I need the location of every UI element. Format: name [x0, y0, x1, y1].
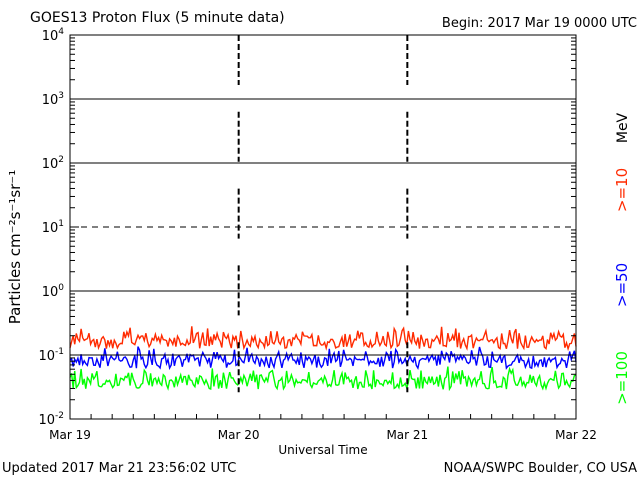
y-tick-label: 101	[42, 219, 64, 236]
y-axis-label: Particles cm⁻²s⁻¹sr⁻¹	[6, 170, 24, 324]
legend-entry: >=10	[613, 168, 631, 212]
x-tick-label: Mar 22	[555, 428, 597, 442]
x-tick-labels: Mar 19 Mar 20 Mar 21 Mar 22	[49, 428, 597, 442]
y-tick-label: 10-2	[38, 411, 64, 428]
y-tick-labels: 10-2 10-1 100 101 102 103 104	[38, 27, 64, 428]
x-axis-label: Universal Time	[278, 443, 367, 457]
updated-timestamp: Updated 2017 Mar 21 23:56:02 UTC	[2, 461, 237, 476]
series-layer	[69, 326, 577, 392]
begin-date: Begin: 2017 Mar 19 0000 UTC	[441, 16, 637, 31]
y-tick-label: 102	[42, 155, 64, 172]
units-label: MeV	[615, 112, 631, 143]
plot-frame	[69, 34, 577, 420]
series-line	[69, 366, 577, 392]
y-tick-label: 100	[42, 283, 65, 300]
legend-entry: >=50	[613, 263, 631, 307]
x-tick-label: Mar 21	[386, 428, 428, 442]
y-tick-label: 104	[42, 27, 65, 44]
x-tick-label: Mar 20	[218, 428, 260, 442]
grid-layer	[70, 34, 576, 420]
legend: MeV >=10 >=50 >=100	[613, 112, 631, 404]
y-tick-label: 10-1	[38, 347, 64, 364]
series-line	[69, 346, 577, 371]
y-tick-label: 103	[42, 91, 64, 108]
credit-line: NOAA/SWPC Boulder, CO USA	[443, 461, 637, 476]
x-tick-label: Mar 19	[49, 428, 91, 442]
legend-entry: >=100	[613, 351, 631, 405]
chart-title: GOES13 Proton Flux (5 minute data)	[30, 10, 285, 26]
series-line	[69, 326, 577, 352]
